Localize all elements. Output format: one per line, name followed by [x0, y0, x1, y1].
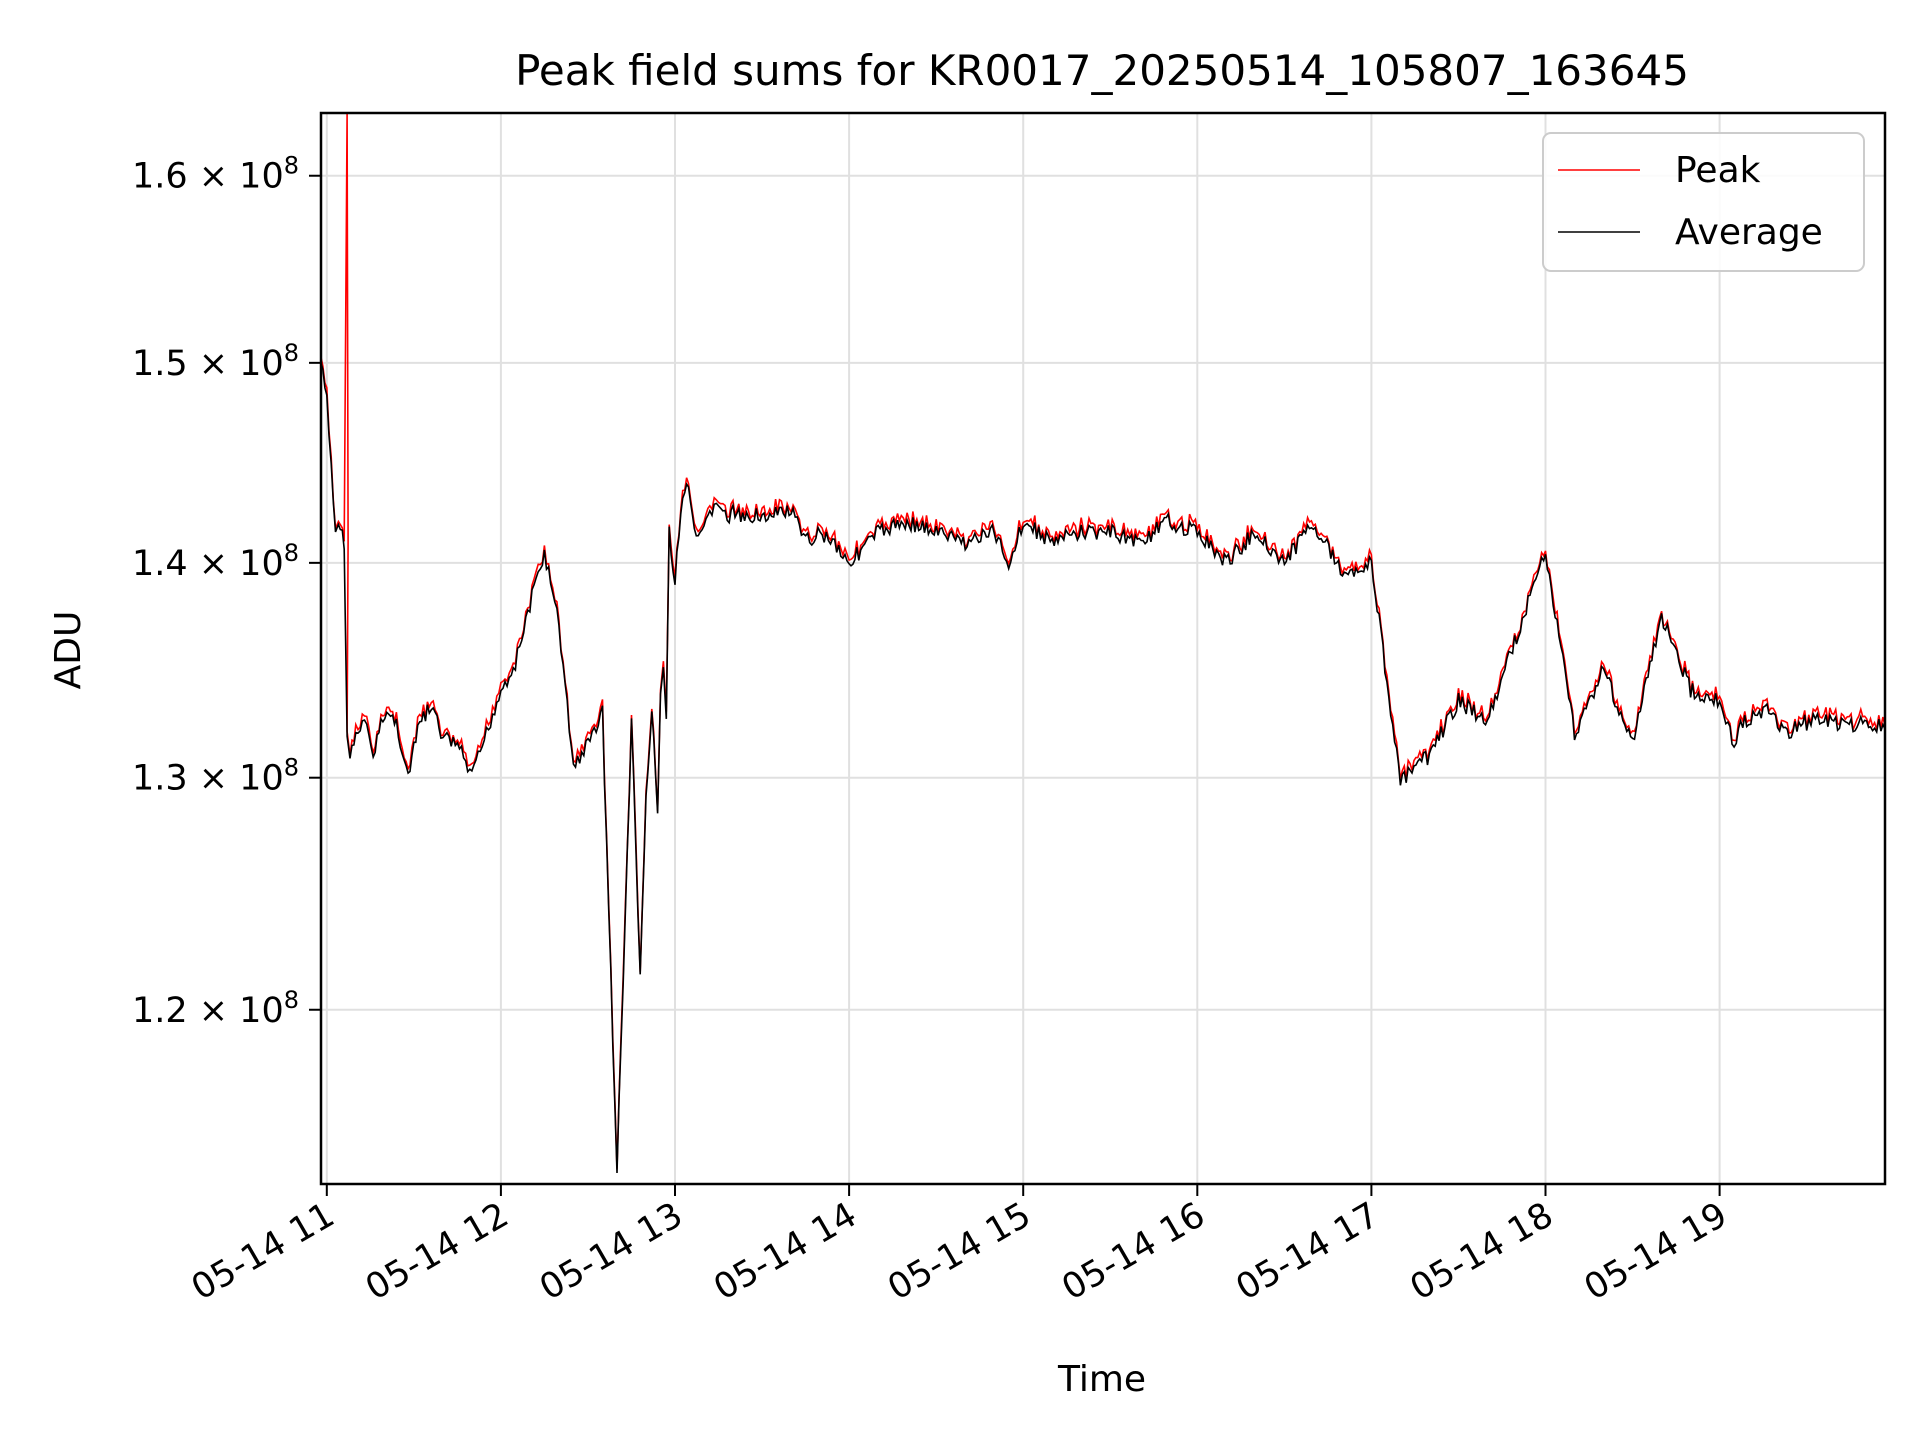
legend-label-peak: Peak — [1675, 150, 1761, 191]
gridlines — [321, 113, 1885, 1184]
legend-box — [1542, 132, 1865, 272]
series-line-peak — [321, 113, 1885, 1169]
legend-label-average: Average — [1675, 212, 1823, 253]
y-tick-label: 1.4 × 108 — [132, 539, 299, 584]
y-tick-label: 1.6 × 108 — [132, 152, 299, 197]
y-tick-label: 1.3 × 108 — [132, 754, 299, 799]
series-line-average — [321, 362, 1885, 1174]
y-axis-label: ADU — [48, 611, 89, 690]
y-tick-label: 1.5 × 108 — [132, 339, 299, 384]
series-lines — [321, 113, 1885, 1174]
plot-frame — [319, 111, 1887, 1186]
x-axis-label: Time — [1057, 1359, 1146, 1400]
chart-title: Peak field sums for KR0017_20250514_1058… — [515, 46, 1689, 95]
legend: Peak Average — [1542, 132, 1865, 272]
y-tick-label: 1.2 × 108 — [132, 986, 299, 1031]
